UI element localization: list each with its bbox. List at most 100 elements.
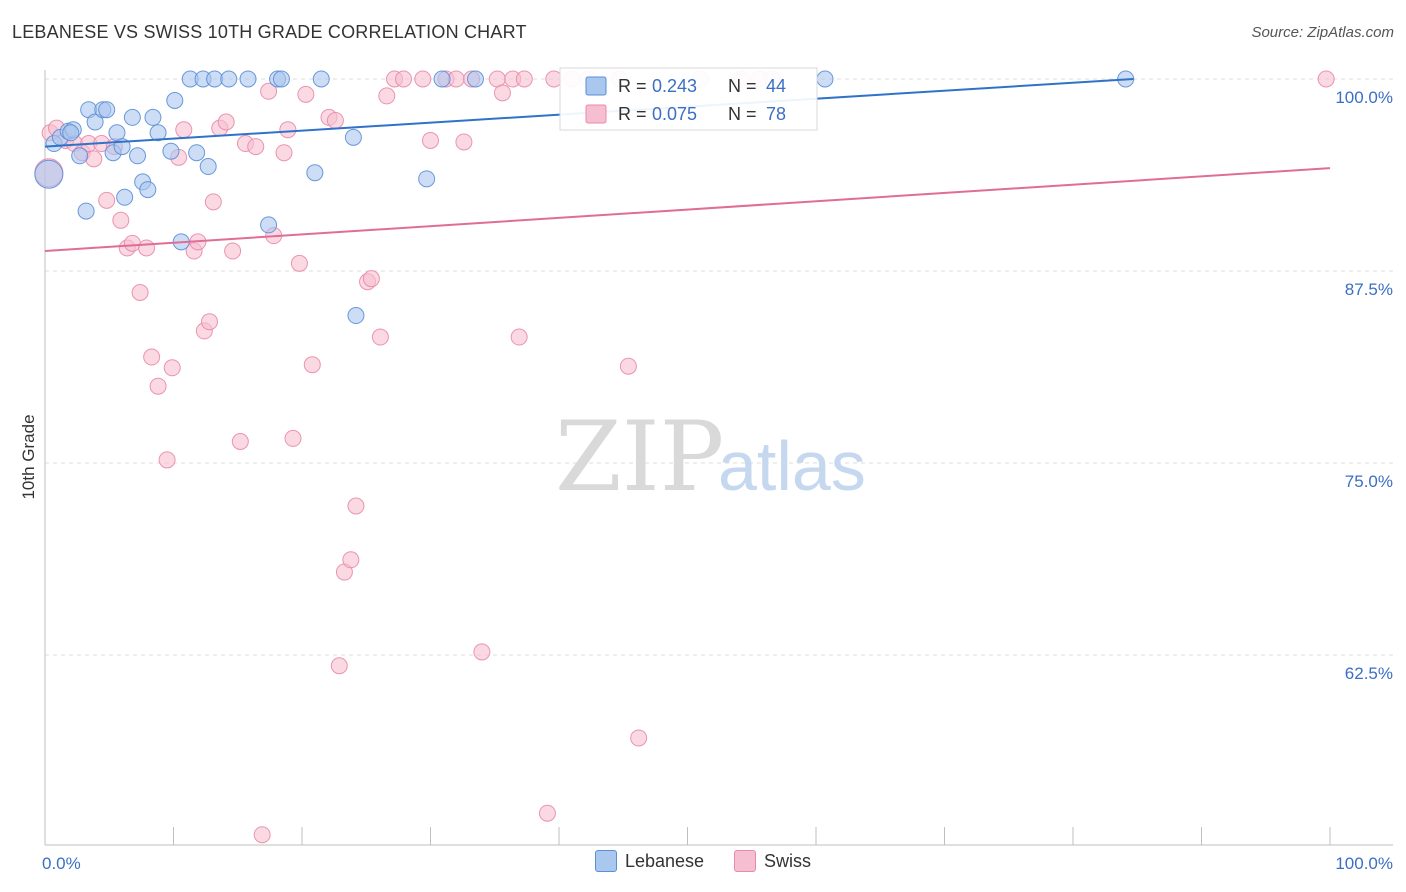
swiss-point-39 <box>297 85 315 103</box>
swiss-point-25 <box>204 193 222 211</box>
swiss-point-29 <box>231 432 249 450</box>
swiss-point-27 <box>217 113 235 131</box>
swiss-point-18 <box>163 359 181 377</box>
legend-label-lebanese: Lebanese <box>624 850 705 871</box>
swiss-point-49 <box>371 328 389 346</box>
swiss-point-10 <box>112 211 130 229</box>
swiss-point-45 <box>342 551 360 569</box>
lebanese-n-label: N = <box>728 76 757 96</box>
swiss-point-66 <box>545 70 563 88</box>
lebanese-r-value: 0.243 <box>652 76 697 96</box>
lebanese-point-40 <box>466 70 484 88</box>
swiss-point-54 <box>422 131 439 149</box>
swiss-point-56 <box>447 70 465 88</box>
lebanese-point-8 <box>86 113 104 131</box>
legend-item-swiss[interactable]: Swiss <box>734 850 811 872</box>
swiss-point-64 <box>515 70 533 88</box>
swiss-point-12 <box>123 234 141 252</box>
swiss-point-71 <box>630 729 648 747</box>
swiss-swatch <box>734 850 757 872</box>
lebanese-point-28 <box>206 70 224 88</box>
lebanese-point-10 <box>98 101 116 119</box>
swiss-point-70 <box>619 357 637 375</box>
lebanese-point-24 <box>188 144 206 162</box>
swiss-point-61 <box>493 84 511 102</box>
lebanese-point-31 <box>260 216 278 234</box>
swiss-point-24 <box>200 313 218 331</box>
lebanese-point-43 <box>62 124 80 142</box>
lebanese-point-33 <box>272 70 290 88</box>
y-tick-label-2: 75.0% <box>1345 472 1393 491</box>
lebanese-point-22 <box>166 92 184 110</box>
bottom-legend: Lebanese Swiss <box>0 850 1406 872</box>
swiss-point-59 <box>473 643 491 661</box>
swiss-point-17 <box>158 451 176 469</box>
watermark-atlas: atlas <box>718 427 866 505</box>
lebanese-point-34 <box>306 164 324 182</box>
swiss-point-13 <box>131 284 149 302</box>
swiss-point-35 <box>275 144 293 162</box>
x-tick-label-1: 100.0% <box>1335 854 1393 873</box>
lebanese-swatch <box>594 850 617 872</box>
swiss-point-14 <box>138 239 156 257</box>
swiss-point-63 <box>510 328 528 346</box>
y-axis-label: 10th Grade <box>19 414 38 499</box>
lebanese-point-39 <box>433 70 451 88</box>
swiss-point-33 <box>260 82 278 100</box>
swiss-point-65 <box>538 804 556 822</box>
lebanese-point-21 <box>162 142 180 160</box>
lebanese-point-18 <box>139 181 157 199</box>
lebanese-point-20 <box>149 124 167 142</box>
source-label: Source: ZipAtlas.com <box>1251 24 1394 41</box>
legend-item-lebanese[interactable]: Lebanese <box>594 850 705 872</box>
lebanese-point-30 <box>239 70 257 88</box>
swiss-point-50 <box>378 87 396 105</box>
lebanese-point-15 <box>123 108 141 126</box>
swiss-point-31 <box>247 138 265 156</box>
swiss-trend-line <box>44 167 1331 253</box>
swiss-point-16 <box>149 377 167 395</box>
y-tick-label-0: 100.0% <box>1335 88 1393 107</box>
lebanese-point-5 <box>71 147 89 165</box>
swiss-point-37 <box>284 429 302 447</box>
swiss-point-15 <box>143 348 161 366</box>
lebanese-stats-swatch <box>585 76 607 96</box>
lebanese-point-6 <box>77 202 95 220</box>
swiss-point-52 <box>395 70 413 88</box>
lebanese-point-35 <box>312 70 330 88</box>
lebanese-point-38 <box>418 170 436 188</box>
lebanese-point-19 <box>144 108 162 126</box>
swiss-point-36 <box>279 121 297 139</box>
y-tick-label-3: 62.5% <box>1345 664 1393 683</box>
swiss-point-40 <box>303 356 321 374</box>
chart-title: LEBANESE VS SWISS 10TH GRADE CORRELATION… <box>12 22 527 42</box>
watermark-zip: ZIP <box>555 401 724 513</box>
y-tick-label-1: 87.5% <box>1345 280 1393 299</box>
swiss-point-42 <box>326 111 344 129</box>
lebanese-point-0 <box>34 159 64 189</box>
lebanese-point-25 <box>199 158 217 176</box>
swiss-point-32 <box>253 826 271 844</box>
swiss-r-label: R = <box>618 104 647 124</box>
lebanese-point-37 <box>347 307 365 325</box>
lebanese-r-label: R = <box>618 76 647 96</box>
x-tick-label-0: 0.0% <box>42 854 81 873</box>
swiss-stats-swatch <box>585 104 607 124</box>
swiss-point-6 <box>85 150 103 168</box>
lebanese-point-16 <box>129 147 147 165</box>
swiss-point-53 <box>414 70 432 88</box>
lebanese-point-36 <box>344 128 362 146</box>
swiss-point-57 <box>455 133 473 151</box>
lebanese-point-14 <box>116 188 134 206</box>
swiss-n-value: 78 <box>766 104 786 124</box>
lebanese-n-value: 44 <box>766 76 786 96</box>
lebanese-point-41 <box>816 70 834 88</box>
swiss-point-43 <box>330 657 348 675</box>
swiss-point-8 <box>98 191 116 209</box>
legend-label-swiss: Swiss <box>764 850 812 871</box>
swiss-point-76 <box>1317 70 1335 88</box>
swiss-n-label: N = <box>728 104 757 124</box>
swiss-point-28 <box>224 242 242 260</box>
swiss-point-20 <box>175 121 193 139</box>
